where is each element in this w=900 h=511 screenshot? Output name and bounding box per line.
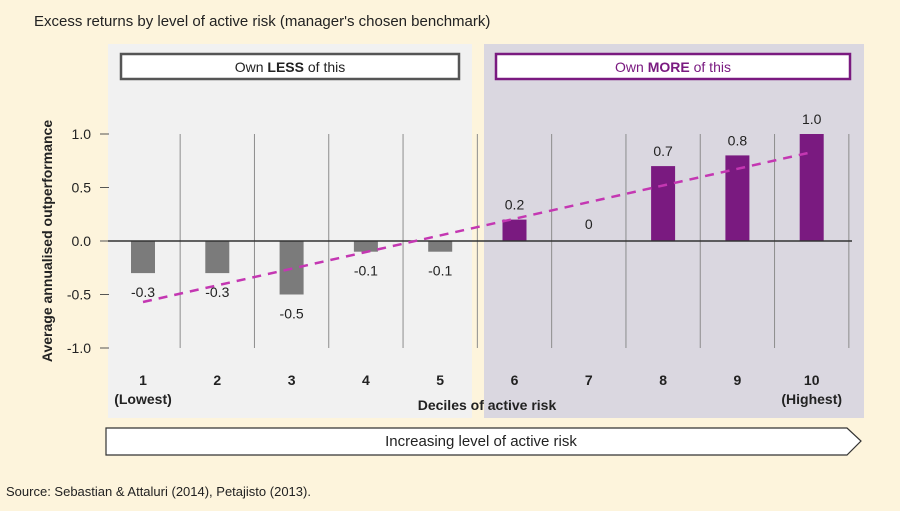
category-label: 8 bbox=[659, 372, 667, 388]
category-label: 7 bbox=[585, 372, 593, 388]
data-label: -0.1 bbox=[428, 263, 452, 279]
category-label: 5 bbox=[436, 372, 444, 388]
data-label: -0.1 bbox=[354, 263, 378, 279]
chart-title: Excess returns by level of active risk (… bbox=[34, 13, 491, 30]
bar bbox=[651, 166, 676, 241]
category-label: 10 bbox=[804, 372, 820, 388]
category-label: 2 bbox=[213, 372, 221, 388]
x-axis-title: Deciles of active risk bbox=[418, 397, 557, 413]
category-label: 3 bbox=[288, 372, 296, 388]
increasing-risk-arrow bbox=[105, 427, 862, 456]
data-label: 0.2 bbox=[505, 197, 525, 213]
y-axis-title: Average annualised outperformance bbox=[39, 120, 55, 362]
own-less-box bbox=[119, 52, 461, 81]
data-labels: -0.3 -0.3 -0.5 -0.1 -0.1 0.2 0 0.7 0.8 1.0 bbox=[131, 111, 822, 322]
data-label: 0.8 bbox=[728, 132, 748, 148]
less-panel bbox=[108, 44, 472, 418]
bar bbox=[428, 241, 453, 252]
y-tick-label: -1.0 bbox=[67, 340, 91, 356]
own-more-label: Own MORE of this bbox=[615, 59, 731, 75]
data-label: 0 bbox=[585, 216, 593, 232]
category-label: 6 bbox=[511, 372, 519, 388]
y-tick-label: -0.5 bbox=[67, 287, 91, 303]
bar bbox=[799, 134, 824, 241]
bar bbox=[502, 219, 527, 241]
data-label: -0.5 bbox=[280, 306, 304, 322]
trend-line bbox=[142, 150, 812, 304]
category-sublabel: (Highest) bbox=[781, 391, 842, 407]
category-label: 9 bbox=[734, 372, 742, 388]
source-note: Source: Sebastian & Attaluri (2014), Pet… bbox=[6, 484, 311, 499]
y-tick-label: 0.0 bbox=[72, 233, 92, 249]
data-label: 0.7 bbox=[653, 143, 673, 159]
category-label: 4 bbox=[362, 372, 370, 388]
bar bbox=[131, 241, 155, 274]
x-axis-categories: 1 (Lowest) 2 3 4 5 6 7 8 9 10 (Highest) bbox=[114, 372, 842, 407]
own-more-box bbox=[494, 52, 852, 81]
data-label: -0.3 bbox=[205, 284, 229, 300]
y-tick-label: 0.5 bbox=[72, 180, 92, 196]
bars bbox=[131, 134, 824, 295]
own-less-label: Own LESS of this bbox=[235, 59, 346, 75]
bar bbox=[205, 241, 230, 274]
y-axis-ticks: 1.0 0.5 0.0 -0.5 -1.0 bbox=[67, 126, 109, 356]
data-label: -0.3 bbox=[131, 284, 155, 300]
category-label: 1 bbox=[139, 372, 147, 388]
y-tick-label: 1.0 bbox=[72, 126, 92, 142]
data-label: 1.0 bbox=[802, 111, 822, 127]
increasing-risk-label: Increasing level of active risk bbox=[385, 433, 577, 450]
bar bbox=[353, 241, 378, 252]
category-sublabel: (Lowest) bbox=[114, 391, 172, 407]
